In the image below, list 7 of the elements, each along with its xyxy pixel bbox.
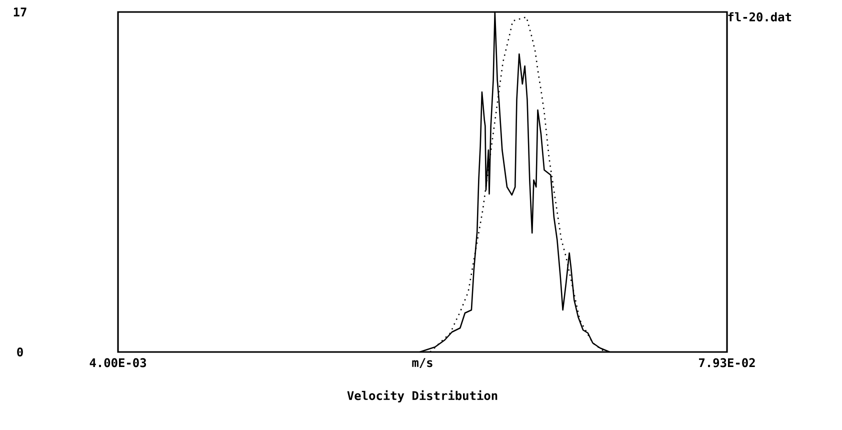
text: Velocity Distribution xyxy=(347,390,498,402)
x-axis-title: m/s xyxy=(412,358,432,368)
x-tick-label: 4.00E-03 xyxy=(90,358,146,368)
y-tick-label: 0 xyxy=(17,347,23,357)
x-tick-label: 7.93E-02 xyxy=(699,358,755,368)
text: fl-20.dat xyxy=(728,12,792,22)
y-tick-label: 17 xyxy=(14,8,26,16)
